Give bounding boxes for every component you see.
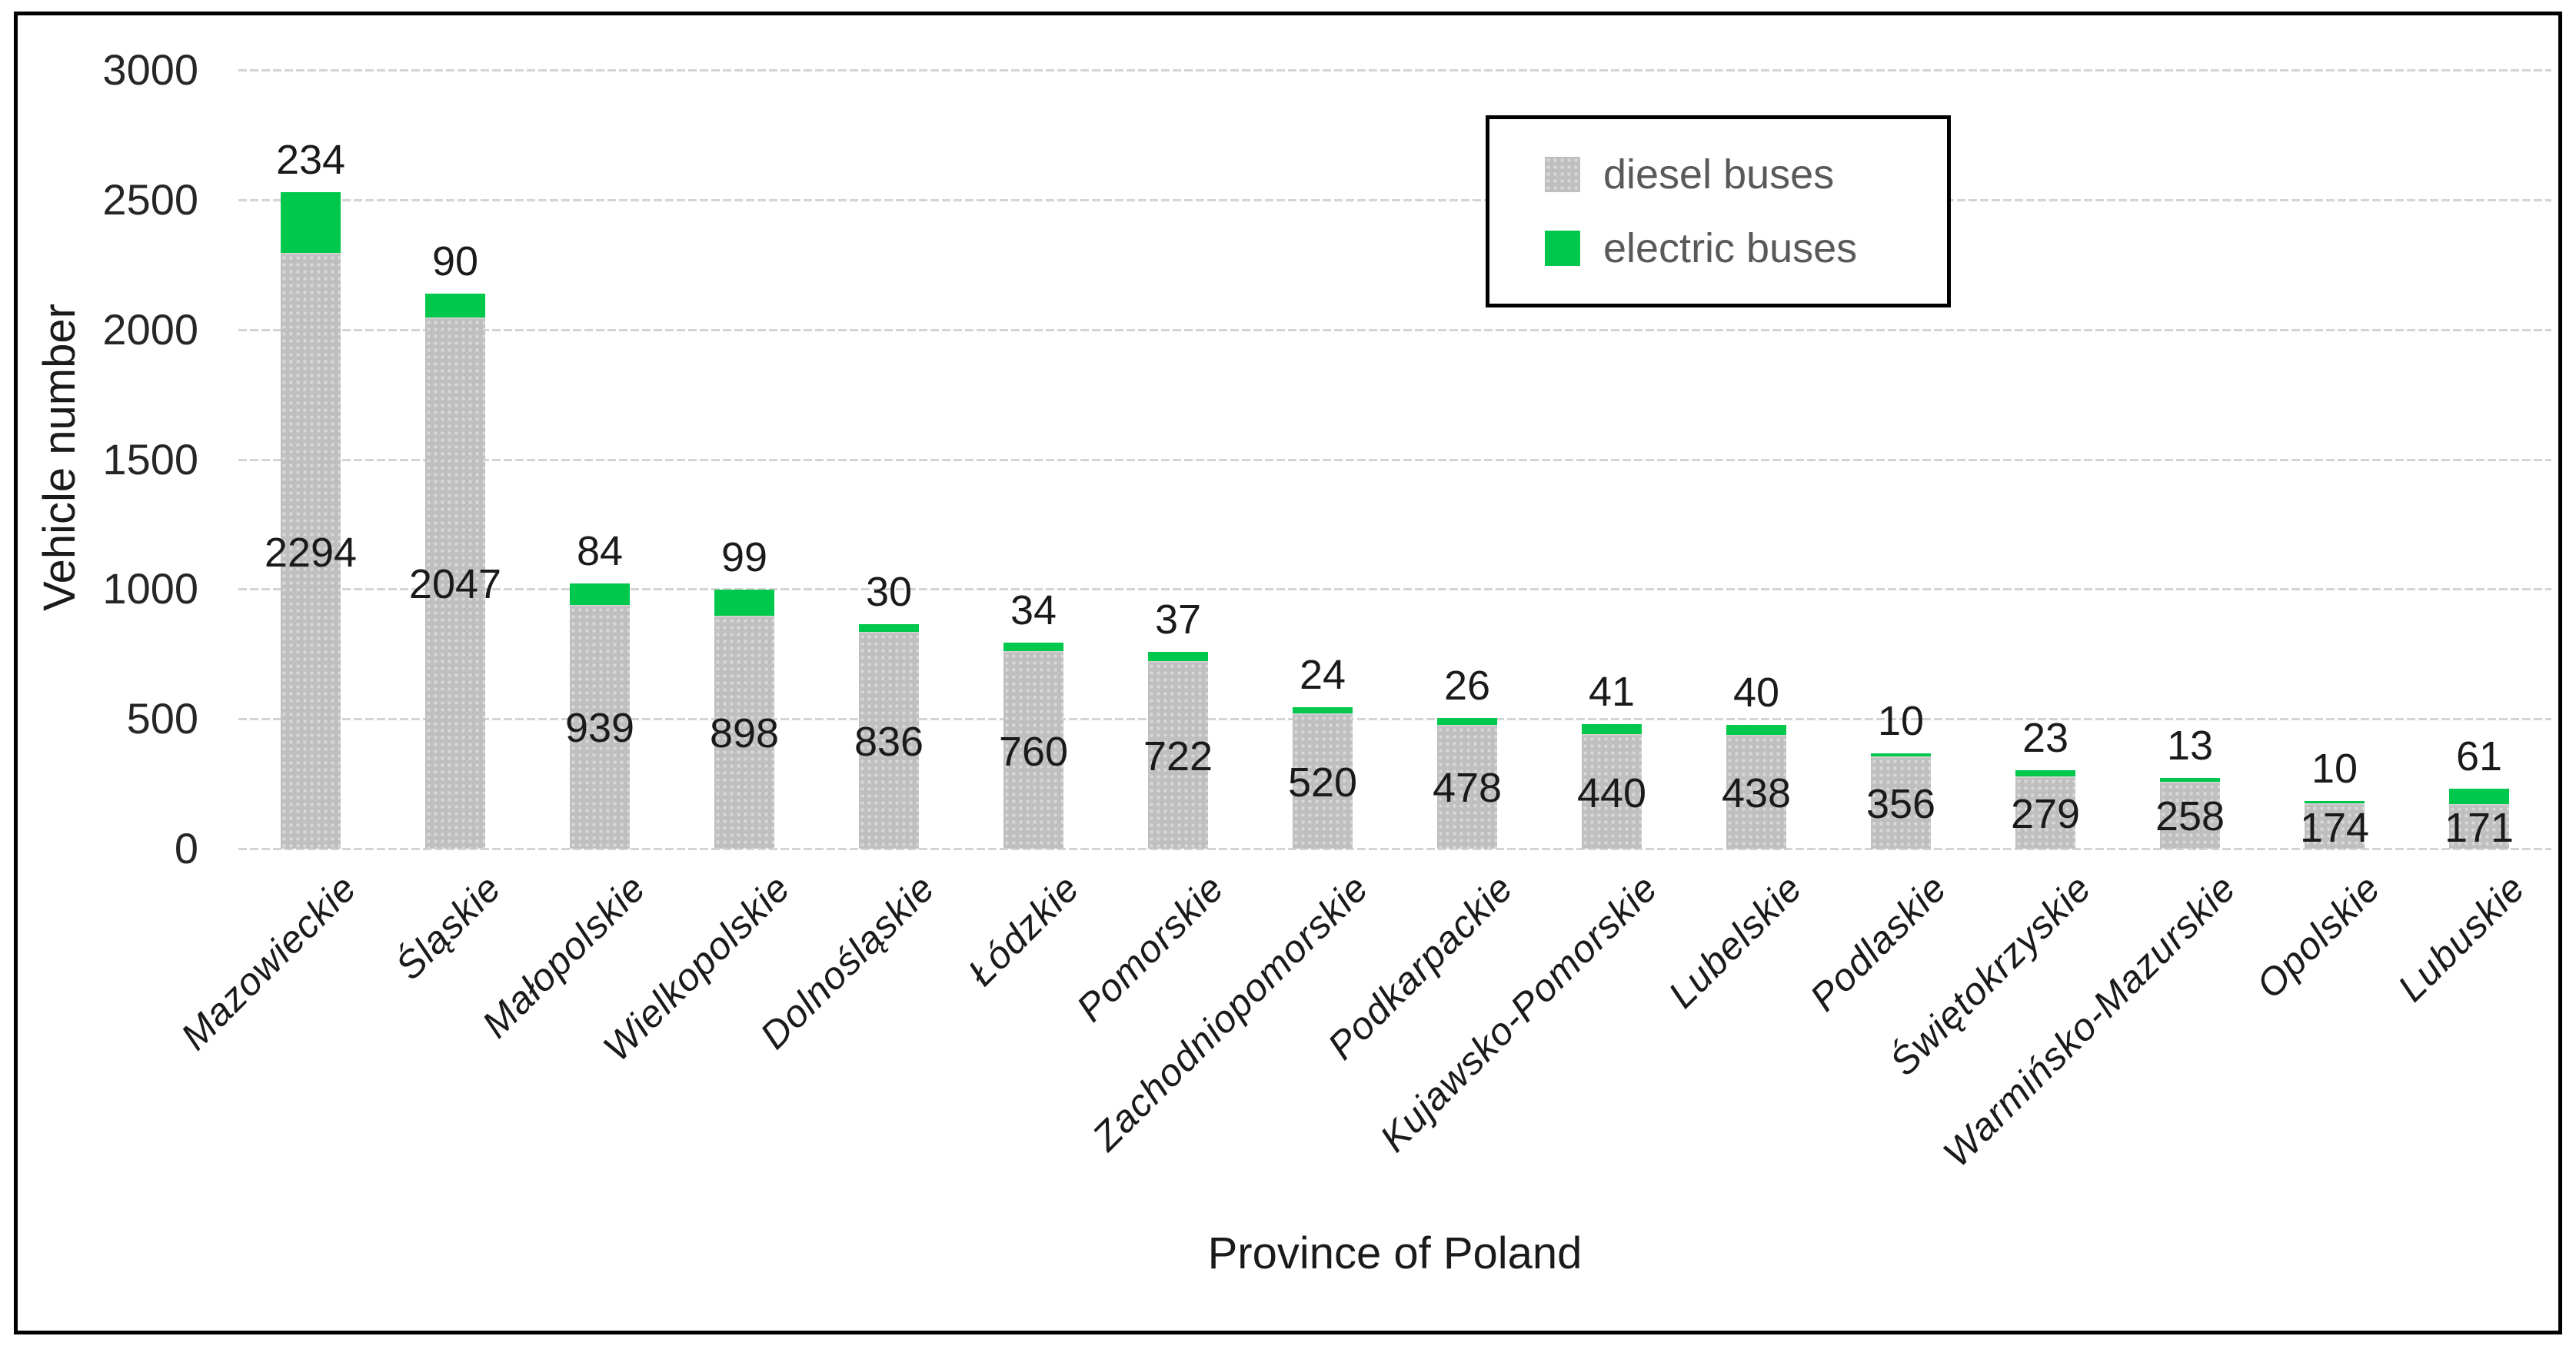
diesel-value-label: 440 xyxy=(1576,769,1647,816)
gridline-3000 xyxy=(238,69,2551,71)
electric-value-label: 10 xyxy=(2311,745,2358,792)
bar-electric-13 xyxy=(2160,778,2220,782)
bar-diesel-10 xyxy=(1726,735,1786,849)
diesel-value-label: 898 xyxy=(709,710,780,757)
bar-electric-4 xyxy=(859,623,919,632)
bar-electric-7 xyxy=(1293,707,1353,714)
diesel-value-label: 722 xyxy=(1143,733,1213,780)
legend-label-diesel: diesel buses xyxy=(1603,151,1835,198)
diesel-value-label: 438 xyxy=(1721,770,1792,817)
bar-diesel-14 xyxy=(2305,803,2365,849)
gridline-0 xyxy=(238,848,2551,850)
bar-diesel-8 xyxy=(1437,724,1497,849)
y-tick-label: 3000 xyxy=(102,45,198,94)
electric-swatch-icon xyxy=(1545,231,1580,266)
bar-electric-15 xyxy=(2449,788,2509,805)
diesel-value-label: 279 xyxy=(2010,790,2081,837)
bar-electric-10 xyxy=(1726,724,1786,736)
legend-item-electric: electric buses xyxy=(1545,225,1947,271)
bar-diesel-6 xyxy=(1148,661,1208,849)
electric-value-label: 41 xyxy=(1588,668,1636,715)
diesel-value-label: 258 xyxy=(2155,793,2225,840)
x-axis-title: Province of Poland xyxy=(1207,1228,1583,1278)
y-axis-title: Vehicle number xyxy=(35,304,85,611)
gridline-1500 xyxy=(238,458,2551,461)
bar-electric-11 xyxy=(1871,753,1931,756)
diesel-value-label: 760 xyxy=(998,728,1069,775)
bar-diesel-1 xyxy=(425,317,485,849)
electric-value-label: 13 xyxy=(2166,723,2214,769)
bar-electric-3 xyxy=(714,590,774,616)
y-tick-label: 1500 xyxy=(102,434,198,484)
bar-diesel-15 xyxy=(2449,804,2509,849)
bar-electric-9 xyxy=(1582,723,1642,735)
diesel-value-label: 939 xyxy=(564,705,635,752)
bar-electric-8 xyxy=(1437,717,1497,725)
bar-electric-12 xyxy=(2015,770,2075,776)
y-tick-label: 1000 xyxy=(102,564,198,613)
y-tick-label: 500 xyxy=(126,694,198,743)
diesel-value-label: 520 xyxy=(1287,759,1358,806)
diesel-value-label: 171 xyxy=(2444,805,2514,852)
electric-value-label: 40 xyxy=(1732,669,1780,716)
electric-value-label: 26 xyxy=(1443,662,1491,709)
bar-electric-0 xyxy=(281,192,341,254)
y-tick-label: 2500 xyxy=(102,174,198,224)
diesel-swatch-icon xyxy=(1545,157,1580,192)
legend: diesel buses electric buses xyxy=(1486,115,1951,307)
gridline-500 xyxy=(238,718,2551,721)
electric-value-label: 84 xyxy=(576,527,624,574)
electric-value-label: 37 xyxy=(1154,596,1202,643)
electric-value-label: 90 xyxy=(431,238,479,285)
diesel-value-label: 174 xyxy=(2299,804,2370,851)
diesel-value-label: 2047 xyxy=(408,561,502,608)
bar-diesel-5 xyxy=(1003,651,1063,849)
electric-value-label: 23 xyxy=(2022,715,2069,762)
y-tick-label: 0 xyxy=(174,824,198,872)
bar-electric-5 xyxy=(1003,642,1063,652)
bar-electric-1 xyxy=(425,294,485,317)
chart-border xyxy=(14,12,2562,1334)
electric-value-label: 99 xyxy=(721,534,768,581)
bar-electric-2 xyxy=(570,583,630,605)
diesel-value-label: 836 xyxy=(854,718,924,765)
electric-value-label: 61 xyxy=(2455,733,2503,779)
bar-diesel-4 xyxy=(859,631,919,849)
bar-diesel-9 xyxy=(1582,734,1642,849)
bar-diesel-11 xyxy=(1871,756,1931,849)
diesel-value-label: 478 xyxy=(1432,765,1503,812)
electric-value-label: 234 xyxy=(275,137,346,184)
electric-value-label: 34 xyxy=(1010,587,1057,633)
electric-value-label: 10 xyxy=(1877,698,1925,745)
bar-diesel-13 xyxy=(2160,781,2220,849)
legend-label-electric: electric buses xyxy=(1603,225,1858,271)
bar-electric-6 xyxy=(1148,651,1208,662)
bar-electric-14 xyxy=(2305,800,2365,804)
bar-diesel-12 xyxy=(2015,776,2075,849)
bar-diesel-0 xyxy=(281,253,341,849)
legend-item-diesel: diesel buses xyxy=(1545,151,1947,198)
electric-value-label: 30 xyxy=(865,568,913,615)
gridline-1000 xyxy=(238,588,2551,591)
bar-diesel-2 xyxy=(570,604,630,849)
diesel-value-label: 356 xyxy=(1865,780,1936,827)
gridline-2000 xyxy=(238,328,2551,331)
diesel-value-label: 2294 xyxy=(264,529,358,576)
electric-value-label: 24 xyxy=(1299,652,1346,699)
bar-diesel-7 xyxy=(1293,713,1353,849)
y-tick-label: 2000 xyxy=(102,304,198,354)
gridline-2500 xyxy=(238,198,2551,201)
bar-diesel-3 xyxy=(714,615,774,849)
